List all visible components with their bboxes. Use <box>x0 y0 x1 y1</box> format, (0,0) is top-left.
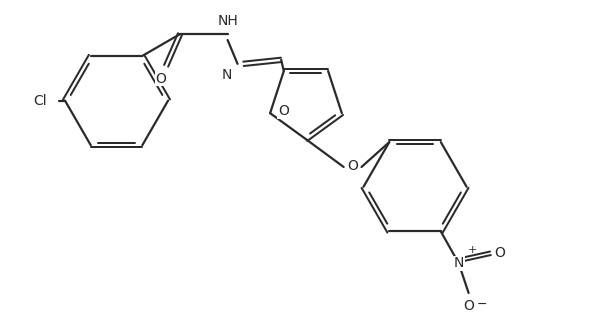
Text: NH: NH <box>217 14 238 28</box>
Text: O: O <box>494 246 505 260</box>
Text: N: N <box>453 256 464 270</box>
Text: N: N <box>221 68 232 82</box>
Text: O: O <box>156 72 166 86</box>
Text: O: O <box>347 159 359 173</box>
Text: O: O <box>278 104 289 118</box>
Text: O: O <box>463 299 474 313</box>
Text: +: + <box>467 245 477 255</box>
Text: Cl: Cl <box>34 93 47 108</box>
Text: −: − <box>476 298 487 311</box>
